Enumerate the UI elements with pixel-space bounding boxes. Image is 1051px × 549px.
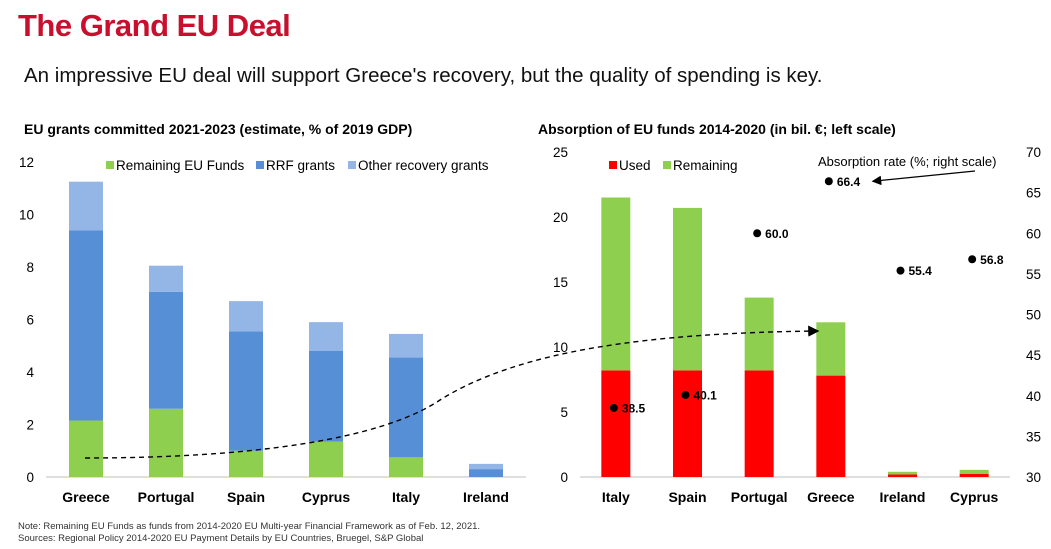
chart1-legend-swatch xyxy=(256,161,264,169)
chart2-bar-used xyxy=(744,370,774,477)
chart1-bar-rrf xyxy=(69,230,103,421)
chart2-legend-swatch xyxy=(609,161,617,169)
chart2-bar-used xyxy=(601,370,631,477)
footnote-note: Note: Remaining EU Funds as funds from 2… xyxy=(18,521,481,532)
chart2-absorption-label: 66.4 xyxy=(837,175,861,189)
chart2-absorption-label: 56.8 xyxy=(980,253,1004,267)
chart2-absorption-annotation: Absorption rate (%; right scale) xyxy=(818,154,996,169)
chart1-bar-other xyxy=(469,463,503,470)
chart2-bar-remaining xyxy=(816,322,846,376)
linking-dashed-curve xyxy=(84,325,820,459)
chart2-y2-tick-label: 45 xyxy=(1026,348,1041,363)
chart2-legend-label: Used xyxy=(619,158,651,173)
chart2-absorption-label: 40.1 xyxy=(694,388,718,402)
chart2-x-tick-label: Portugal xyxy=(731,489,788,505)
chart2-bar-remaining xyxy=(744,297,774,371)
chart2-absorption-label: 55.4 xyxy=(909,264,933,278)
chart2-y2-tick-label: 60 xyxy=(1026,226,1041,241)
chart1-x-tick-label: Greece xyxy=(62,489,110,505)
chart1-title: EU grants committed 2021-2023 (estimate,… xyxy=(24,121,412,137)
chart2-y2-tick-label: 50 xyxy=(1026,308,1041,323)
chart2-bar-remaining xyxy=(673,207,702,371)
chart1-y-tick-label: 6 xyxy=(26,313,34,328)
chart1-bar-remaining xyxy=(389,457,423,477)
chart2-bar-used xyxy=(959,473,989,477)
chart2-y-tick-label: 5 xyxy=(560,405,568,420)
chart2-y2-tick-label: 40 xyxy=(1026,389,1041,404)
chart2-absorption: 0 5 10 15 20 25 30 35 40 45 50 55 60 65 70 Italy Spain Po… xyxy=(553,145,1041,505)
chart2-y-tick-label: 20 xyxy=(553,210,568,225)
chart2-absorption-label: 38.5 xyxy=(622,401,646,415)
chart1-bar-rrf xyxy=(389,357,423,458)
chart1-x-tick-label: Spain xyxy=(227,489,265,505)
chart2-y2-tick-label: 65 xyxy=(1026,186,1041,201)
chart2-bar-remaining xyxy=(959,469,989,474)
chart2-y-tick-label: 10 xyxy=(553,340,568,355)
chart2-legend-label: Remaining xyxy=(673,158,738,173)
chart1-bar-remaining xyxy=(229,450,263,477)
chart1-bar-other xyxy=(389,333,423,358)
chart1-grants: 0 2 4 6 8 10 12 Greece Portugal Spain Cyprus Italy I… xyxy=(19,155,526,505)
chart1-legend-label: Remaining EU Funds xyxy=(116,158,245,173)
page-title: The Grand EU Deal xyxy=(18,8,291,43)
chart1-x-tick-label: Cyprus xyxy=(302,489,350,505)
chart2-legend-swatch xyxy=(663,161,671,169)
chart2-absorption-point xyxy=(681,390,690,399)
chart2-absorption-point xyxy=(968,255,977,264)
chart1-bar-other xyxy=(69,181,103,231)
chart1-x-tick-label: Ireland xyxy=(463,489,509,505)
chart1-bar-rrf xyxy=(229,331,263,451)
chart1-legend-swatch xyxy=(106,161,114,169)
chart1-y-tick-label: 0 xyxy=(26,470,34,485)
footnote: Note: Remaining EU Funds as funds from 2… xyxy=(18,521,480,545)
chart1-bar-remaining xyxy=(69,420,103,477)
chart2-y2-tick-label: 55 xyxy=(1026,267,1041,282)
chart1-bar-other xyxy=(229,301,263,332)
chart2-y2-tick-label: 30 xyxy=(1026,470,1041,485)
chart1-x-tick-label: Italy xyxy=(392,489,420,505)
chart1-y-tick-label: 4 xyxy=(26,365,34,380)
chart2-annotation-arrow xyxy=(871,170,976,186)
chart1-bar-rrf xyxy=(309,351,343,442)
chart2-y-tick-label: 15 xyxy=(553,275,568,290)
chart2-x-tick-label: Spain xyxy=(668,489,706,505)
chart1-bar-rrf xyxy=(149,291,183,409)
chart2-x-tick-label: Ireland xyxy=(880,489,926,505)
chart2-x-tick-label: Greece xyxy=(807,489,855,505)
chart1-y-tick-label: 2 xyxy=(26,418,34,433)
chart2-absorption-point xyxy=(609,403,618,412)
chart1-legend-label: Other recovery grants xyxy=(358,158,489,173)
chart1-y-tick-label: 8 xyxy=(26,260,34,275)
chart2-absorption-point xyxy=(896,266,905,275)
chart2-bar-remaining xyxy=(888,471,917,475)
chart2-y-tick-label: 0 xyxy=(560,470,568,485)
page-subtitle: An impressive EU deal will support Greec… xyxy=(24,64,823,87)
chart2-absorption-label: 60.0 xyxy=(765,227,789,241)
chart1-legend-label: RRF grants xyxy=(266,158,335,173)
chart1-bar-remaining xyxy=(149,408,183,477)
chart1-x-tick-label: Portugal xyxy=(138,489,195,505)
chart2-bar-remaining xyxy=(601,197,631,371)
footnote-sources: Sources: Regional Policy 2014-2020 EU Pa… xyxy=(18,533,424,544)
chart2-bar-used xyxy=(816,375,846,477)
chart2-y2-tick-label: 70 xyxy=(1026,145,1041,160)
chart2-bar-used xyxy=(888,474,917,477)
chart1-legend-swatch xyxy=(348,161,356,169)
chart1-y-tick-label: 10 xyxy=(19,208,34,223)
chart1-bar-other xyxy=(149,265,183,292)
chart1-bar-other xyxy=(309,322,343,351)
chart2-y2-tick-label: 35 xyxy=(1026,429,1041,444)
chart2-y-tick-label: 25 xyxy=(553,145,568,160)
chart1-bar-rrf xyxy=(469,469,503,477)
chart1-y-tick-label: 12 xyxy=(19,155,34,170)
chart2-absorption-point xyxy=(824,177,833,186)
chart2-x-tick-label: Italy xyxy=(602,489,630,505)
chart2-bar-used xyxy=(673,370,702,477)
chart2-x-tick-label: Cyprus xyxy=(950,489,998,505)
chart2-absorption-point xyxy=(753,229,762,238)
chart2-title: Absorption of EU funds 2014-2020 (in bil… xyxy=(538,121,896,137)
chart1-bar-remaining xyxy=(309,441,343,477)
